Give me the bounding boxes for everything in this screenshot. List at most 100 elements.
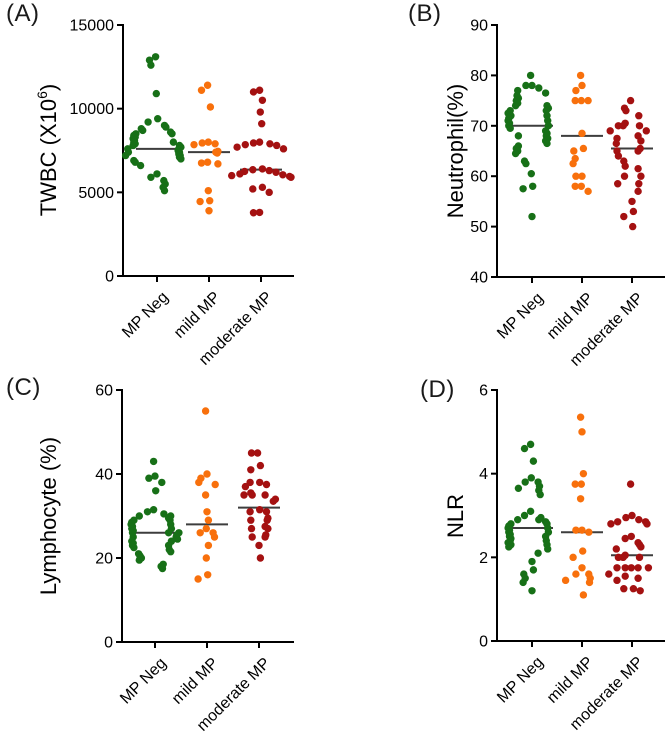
data-point [637, 543, 645, 551]
data-point [255, 86, 264, 94]
data-point [145, 474, 153, 482]
data-point [167, 548, 175, 556]
data-point [136, 161, 145, 170]
data-point [620, 585, 628, 593]
data-point [607, 520, 615, 528]
panel-a-y-axis-title: TWBC (X106) [34, 84, 61, 216]
data-point [514, 515, 522, 524]
data-point [519, 578, 527, 587]
data-point [584, 187, 592, 196]
data-point [577, 182, 585, 190]
data-point [511, 101, 520, 110]
data-point [135, 556, 143, 564]
data-point [258, 96, 267, 105]
panel-c-y-axis-title: Lymphocyte (%) [36, 437, 61, 595]
data-point [578, 172, 586, 180]
data-point [628, 511, 636, 520]
y-tick-label: 40 [95, 467, 113, 484]
data-point [151, 472, 159, 480]
data-point [621, 564, 629, 572]
data-point [526, 440, 535, 449]
data-point [528, 212, 536, 221]
data-point [195, 478, 203, 487]
data-point [203, 158, 212, 166]
data-point [194, 575, 202, 583]
data-point [535, 84, 543, 92]
data-point [635, 515, 643, 524]
data-point [201, 407, 210, 415]
data-point [626, 480, 635, 488]
data-point [635, 122, 644, 130]
data-point [264, 524, 272, 533]
data-point [203, 81, 212, 89]
data-point [543, 139, 551, 148]
data-point [529, 566, 538, 574]
data-point [177, 155, 185, 163]
data-point [628, 197, 636, 206]
data-point [129, 141, 137, 150]
data-point [206, 103, 215, 111]
x-category-label: MP Neg [494, 290, 547, 343]
panel-d-y-axis-title: NLR [443, 494, 468, 538]
data-point [241, 482, 250, 491]
data-point [203, 470, 211, 478]
data-point [572, 172, 580, 180]
data-point [247, 516, 255, 524]
y-tick-label: 20 [95, 551, 113, 568]
data-point [535, 515, 543, 524]
data-point [164, 529, 173, 537]
data-point [249, 88, 258, 96]
data-point [626, 96, 635, 105]
panel-b-letter: (B) [408, 0, 442, 27]
panel-b: (B) Neutrophil(%) 40 50 60 70 80 90 MP Neg mild… [335, 0, 669, 372]
data-point [520, 511, 529, 520]
data-point [143, 508, 152, 516]
data-point [506, 124, 514, 133]
data-point [262, 508, 271, 516]
data-point [204, 516, 213, 524]
y-tick-label: 50 [470, 219, 488, 236]
data-point [249, 209, 258, 217]
data-point [572, 86, 580, 95]
panel-a: (A) TWBC (X106) 0 5000 10000 15000 MP Neg mil… [0, 0, 335, 372]
x-category-label: MP Neg [494, 654, 547, 707]
data-point [636, 587, 644, 595]
data-point [627, 564, 635, 572]
data-point [256, 461, 265, 470]
data-point [527, 169, 535, 178]
data-point [578, 564, 586, 572]
data-point [528, 557, 536, 566]
y-tick-label: 10000 [70, 101, 115, 118]
data-point [158, 564, 167, 573]
data-point [158, 478, 166, 487]
data-point [635, 180, 643, 188]
data-point [265, 166, 273, 175]
data-point [621, 162, 629, 170]
data-point [273, 141, 281, 150]
data-point [258, 165, 267, 173]
data-point [152, 487, 160, 495]
data-point [279, 145, 288, 153]
y-tick-label: 0 [479, 634, 488, 651]
panel-c: (C) Lymphocyte (%) 0 20 40 60 MP Neg mild MP m… [0, 372, 335, 744]
data-point [269, 497, 277, 505]
panel-a-letter: (A) [6, 0, 40, 27]
data-point [522, 81, 530, 90]
data-point [196, 529, 204, 537]
data-point [634, 147, 642, 155]
data-point [198, 139, 206, 147]
data-point [261, 491, 269, 499]
data-point [248, 491, 256, 499]
data-point [634, 574, 642, 582]
data-point [579, 547, 587, 555]
data-point [526, 507, 535, 516]
data-point [197, 159, 206, 167]
data-point [572, 570, 580, 578]
y-tick-label: 0 [105, 269, 114, 286]
data-point [577, 96, 585, 105]
data-point [149, 506, 158, 514]
data-point [529, 457, 538, 465]
data-point [211, 480, 219, 489]
